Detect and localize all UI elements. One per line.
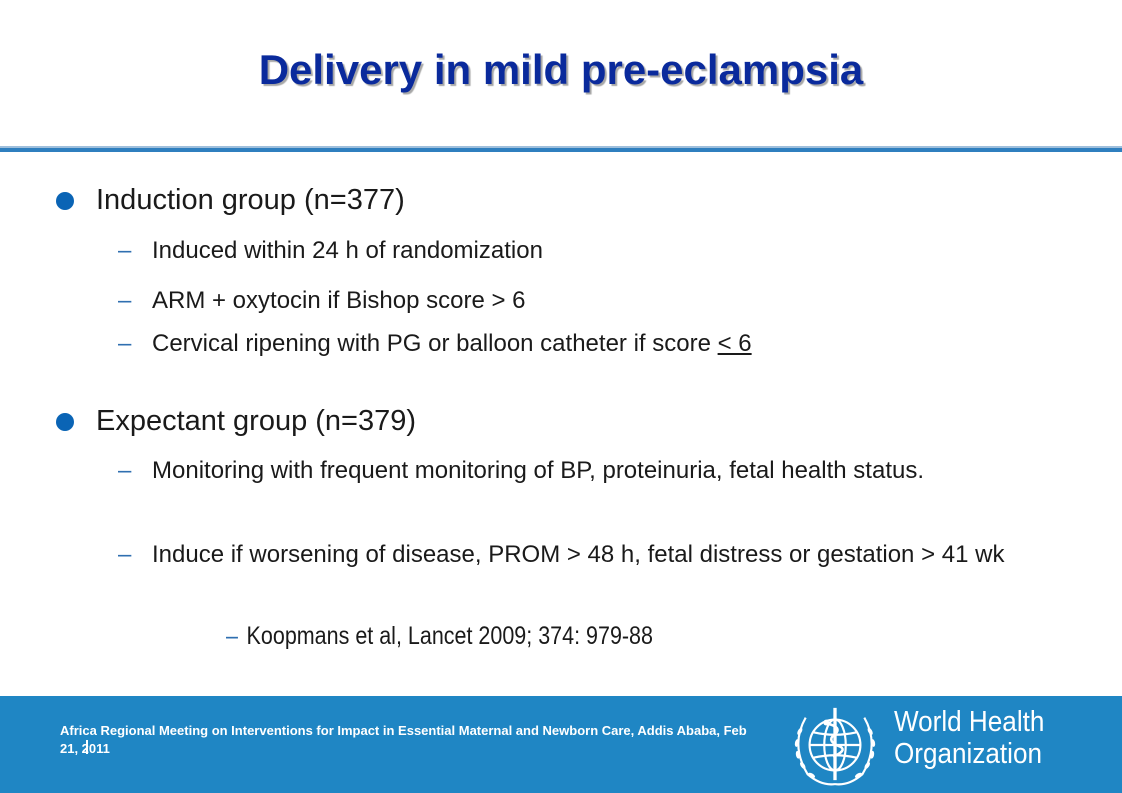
dash-marker: – xyxy=(226,622,238,650)
bullet-dot-icon xyxy=(56,413,74,431)
dash-marker: – xyxy=(118,457,132,484)
dash-marker: – xyxy=(118,237,132,264)
who-wordmark: World Health Organization xyxy=(894,706,1044,770)
slide-title: Delivery in mild pre-eclampsia xyxy=(258,46,864,93)
induction-group-heading: Induction group (n=377) xyxy=(56,184,405,217)
dash-marker: – xyxy=(118,541,132,568)
footer-meeting-text: Africa Regional Meeting on Interventions… xyxy=(60,723,747,756)
list-item: – Monitoring with frequent monitoring of… xyxy=(118,452,1038,489)
who-wordmark-line2: Organization xyxy=(894,738,1042,770)
list-item-text: Cervical ripening with PG or balloon cat… xyxy=(152,330,752,357)
slide-number-marker xyxy=(86,740,88,754)
list-item-text: Induced within 24 h of randomization xyxy=(152,237,543,264)
dash-marker: – xyxy=(118,330,132,357)
less-equal-value: < 6 xyxy=(717,330,752,357)
list-item-text: ARM + oxytocin if Bishop score > 6 xyxy=(152,287,526,314)
title-divider-thin xyxy=(0,146,1122,148)
list-item: – Cervical ripening with PG or balloon c… xyxy=(118,325,1038,362)
list-item: – Induced within 24 h of randomization xyxy=(118,232,1038,269)
expectant-group-heading: Expectant group (n=379) xyxy=(56,405,416,438)
bullet-dot-icon xyxy=(56,192,74,210)
slide-body: Induction group (n=377) – Induced within… xyxy=(56,184,1038,650)
who-emblem-icon xyxy=(794,707,876,786)
list-item: – ARM + oxytocin if Bishop score > 6 xyxy=(118,282,1038,319)
list-item-text: Monitoring with frequent monitoring of B… xyxy=(152,457,924,484)
title-divider-thick xyxy=(0,148,1122,152)
who-wordmark-line1: World Health xyxy=(894,706,1045,738)
footer-bar: Africa Regional Meeting on Interventions… xyxy=(0,696,1122,793)
reference-citation: – Koopmans et al, Lancet 2009; 374: 979-8… xyxy=(226,622,653,650)
list-item: – Induce if worsening of disease, PROM >… xyxy=(118,536,1038,573)
dash-marker: – xyxy=(118,287,132,314)
list-item-text: Induce if worsening of disease, PROM > 4… xyxy=(152,541,1005,568)
